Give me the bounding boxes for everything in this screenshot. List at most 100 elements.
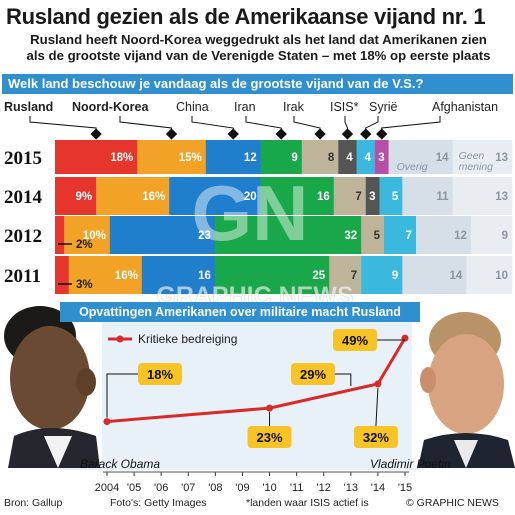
bar-2012-9 (470, 216, 513, 254)
bar-2014-4 (333, 177, 367, 215)
bar-value-small-3: 3% (76, 279, 93, 291)
bar-value-2015-4: 8 (328, 152, 335, 164)
person-name-putin: Vladimir Poetin (370, 457, 451, 471)
footer-note: *landen waar ISIS actief is (246, 497, 369, 509)
callout-2014-leader (375, 387, 379, 427)
bar-2015-5 (338, 140, 357, 174)
bar-value-2015-6: 4 (364, 152, 371, 164)
bar-value-2014-3: 16 (317, 191, 330, 203)
category-label-china: China (176, 100, 209, 114)
category-label-rusland: Rusland (4, 100, 54, 114)
bar-2011-3 (214, 256, 330, 294)
bar-2014-1 (96, 177, 170, 215)
category-label-iran: Iran (234, 100, 256, 114)
putin-photo (412, 312, 515, 468)
bar-2014-6 (379, 177, 403, 215)
subtitle: Rusland heeft Noord-Korea weggedrukt als… (6, 32, 511, 64)
x-tick-8: '12 (317, 482, 331, 494)
person-name-obama: Barack Obama (80, 457, 161, 471)
x-tick-2: '06 (154, 482, 168, 494)
bar-value-2012-6: 7 (406, 230, 412, 242)
bar-value-2012-8: 12 (454, 230, 467, 242)
line-series-kritieke (106, 337, 407, 424)
legend-label: Kritieke bedreiging (138, 332, 237, 346)
bar-2011-0 (55, 256, 70, 294)
bar-2012-1 (64, 216, 111, 254)
line-point-2004 (103, 418, 111, 426)
category-label-irak: Irak (283, 100, 304, 114)
pointer-diamond-2 (227, 128, 239, 140)
footer-source: Bron: Gallup (4, 497, 63, 509)
x-tick-11: '15 (398, 482, 412, 494)
bar-2014-8 (402, 177, 453, 215)
bar-2011-2 (141, 256, 216, 294)
pointer-diamond-4 (314, 128, 326, 140)
bar-2015-0 (55, 140, 138, 174)
pointer-diamond-5 (341, 128, 354, 140)
legend-dot (116, 335, 124, 343)
callout-2010-box (247, 426, 292, 448)
bar-value-2015-9: 13 (495, 152, 508, 164)
year-label-2014: 2014 (4, 187, 43, 208)
category-label-syrie: Syrië (369, 100, 398, 114)
bar-2011-6 (361, 256, 403, 294)
year-label-2011: 2011 (4, 266, 41, 287)
label-geen: Geen (459, 150, 485, 162)
category-label-isis: ISIS* (330, 100, 359, 114)
x-tick-9: '13 (344, 482, 358, 494)
callout-2004-box (138, 363, 182, 385)
page-title: Rusland gezien als de Amerikaanse vijand… (6, 4, 486, 29)
callout-2014-label: 32% (363, 430, 389, 445)
bar-value-2011-3: 25 (312, 270, 325, 282)
x-tick-7: '11 (290, 482, 304, 494)
bar-value-2015-2: 12 (244, 152, 257, 164)
bar-2014-3 (260, 177, 335, 215)
bar-2012-3 (214, 216, 362, 254)
label-mening: mening (459, 161, 494, 173)
bar-2015-7 (374, 140, 389, 174)
pointer-line-7 (381, 116, 441, 134)
label-overig: Overig (397, 161, 428, 173)
x-tick-4: '08 (208, 482, 222, 494)
bar-2012-0 (55, 216, 65, 254)
bar-value-2011-6: 9 (392, 270, 398, 282)
bar-value-2012-3: 32 (344, 230, 357, 242)
subtitle-line-2: als de grootste vijand van de Verenigde … (26, 48, 491, 63)
line-point-2014 (374, 380, 382, 388)
callout-2010-label: 23% (257, 430, 283, 445)
callout-2015-box (333, 329, 377, 351)
x-tick-6: '10 (262, 482, 276, 494)
bar-value-2014-5: 3 (369, 191, 375, 203)
callout-2004-label: 18% (147, 367, 173, 382)
line-point-2015 (401, 334, 409, 342)
footer-credit: © GRAPHIC NEWS (406, 497, 499, 509)
bar-value-2014-1: 16% (142, 191, 165, 203)
bar-value-2012-9: 9 (502, 230, 508, 242)
bar-2015-8 (388, 140, 453, 174)
bar-value-2012-4: 5 (374, 230, 381, 242)
pointer-line-0 (29, 116, 97, 134)
bar-value-small-2: 2% (76, 239, 93, 251)
x-tick-1: '05 (127, 482, 141, 494)
bar-value-2011-1: 16% (115, 270, 138, 282)
bar-2011-9 (466, 256, 513, 294)
bar-2011-8 (402, 256, 467, 294)
pointer-line-4 (293, 116, 321, 134)
callout-2013-leader (335, 373, 352, 386)
pointer-diamond-0 (90, 128, 102, 140)
question-banner: Welk land beschouw je vandaag als de gro… (2, 74, 513, 94)
bar-value-2015-5: 4 (346, 152, 353, 164)
bar-2014-5 (365, 177, 380, 215)
callout-2013-box (291, 363, 335, 385)
bar-2015-3 (260, 140, 303, 174)
x-tick-3: '07 (181, 482, 195, 494)
line-chart-title: Opvattingen Amerikanen over militaire ma… (60, 302, 420, 322)
bar-2012-8 (416, 216, 472, 254)
bar-value-2015-3: 9 (291, 152, 297, 164)
category-label-noord-korea: Noord-Korea (72, 100, 149, 114)
x-tick-5: '09 (235, 482, 249, 494)
subtitle-line-1: Rusland heeft Noord-Korea weggedrukt als… (30, 32, 487, 47)
pointer-line-3 (245, 116, 282, 134)
bar-value-2011-9: 10 (495, 270, 508, 282)
